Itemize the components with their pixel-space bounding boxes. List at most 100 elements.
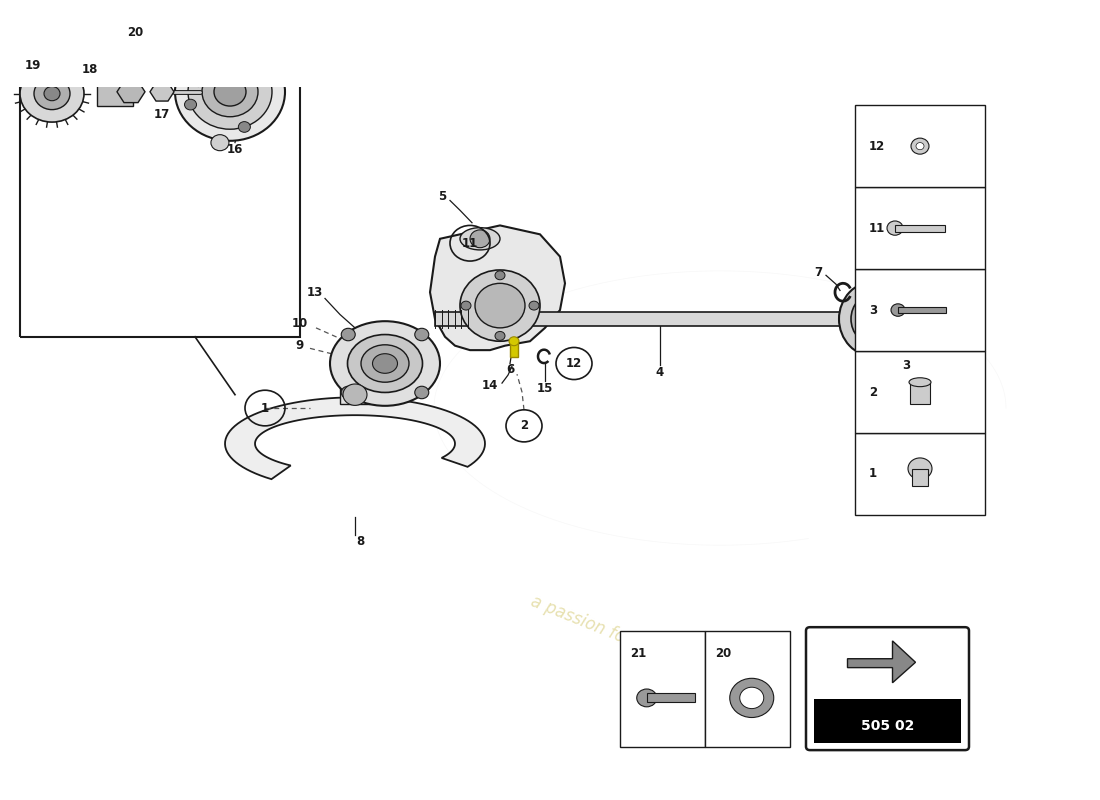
Circle shape — [495, 271, 505, 280]
Circle shape — [214, 78, 246, 106]
Text: 17: 17 — [154, 107, 170, 121]
Text: 21: 21 — [630, 646, 647, 660]
Circle shape — [942, 286, 949, 294]
Circle shape — [475, 283, 525, 328]
Circle shape — [211, 134, 229, 150]
Circle shape — [911, 138, 930, 154]
Circle shape — [185, 99, 197, 110]
Circle shape — [509, 337, 519, 346]
Ellipse shape — [460, 228, 500, 250]
Text: 19: 19 — [25, 58, 41, 71]
Text: 12: 12 — [869, 140, 886, 153]
Text: 18: 18 — [81, 63, 98, 76]
Circle shape — [965, 315, 974, 322]
Text: 13: 13 — [307, 286, 323, 298]
Circle shape — [903, 298, 912, 305]
Circle shape — [415, 386, 429, 398]
Text: 2: 2 — [869, 386, 877, 398]
Ellipse shape — [851, 293, 899, 345]
Bar — [895, 225, 945, 232]
Text: 3: 3 — [869, 303, 877, 317]
Circle shape — [20, 65, 84, 122]
Bar — [20, 0, 300, 337]
Polygon shape — [117, 81, 145, 102]
Circle shape — [637, 689, 657, 707]
Ellipse shape — [373, 354, 397, 374]
Bar — [434, 312, 855, 326]
Circle shape — [341, 328, 355, 341]
Text: 12: 12 — [565, 357, 582, 370]
Circle shape — [34, 78, 70, 110]
Circle shape — [207, 53, 218, 63]
Circle shape — [250, 39, 268, 55]
Bar — [510, 342, 518, 358]
Circle shape — [166, 66, 185, 82]
Bar — [340, 386, 370, 403]
Polygon shape — [847, 641, 915, 682]
Circle shape — [202, 67, 258, 117]
Bar — [705, 630, 790, 746]
Circle shape — [893, 282, 977, 356]
Circle shape — [470, 230, 490, 248]
Polygon shape — [226, 398, 485, 479]
Text: 6: 6 — [506, 363, 514, 376]
Text: 7: 7 — [814, 266, 822, 279]
Circle shape — [343, 384, 367, 406]
Text: 20: 20 — [715, 646, 732, 660]
Bar — [647, 694, 695, 702]
Text: 1: 1 — [261, 402, 270, 414]
Ellipse shape — [861, 304, 889, 334]
Circle shape — [916, 142, 924, 150]
Text: 1: 1 — [869, 467, 877, 481]
Circle shape — [729, 678, 773, 718]
Text: 16: 16 — [227, 143, 243, 156]
Text: 10: 10 — [292, 317, 308, 330]
Circle shape — [460, 270, 540, 342]
Bar — [855, 105, 984, 187]
Text: 4: 4 — [656, 366, 664, 379]
Ellipse shape — [330, 321, 440, 406]
Circle shape — [891, 304, 905, 316]
Text: 3: 3 — [902, 358, 910, 372]
Text: 14: 14 — [482, 379, 498, 392]
Circle shape — [495, 331, 505, 340]
Ellipse shape — [839, 281, 911, 357]
Ellipse shape — [361, 345, 409, 382]
Circle shape — [239, 122, 251, 132]
Text: a passion for parts since 19: a passion for parts since 19 — [528, 592, 748, 694]
Text: 9: 9 — [296, 339, 304, 352]
Text: 15: 15 — [537, 382, 553, 395]
Circle shape — [908, 294, 962, 344]
Bar — [855, 269, 984, 351]
Text: 11: 11 — [869, 222, 886, 234]
Bar — [855, 187, 984, 269]
Circle shape — [44, 86, 60, 101]
Ellipse shape — [909, 378, 931, 386]
Text: 20: 20 — [126, 26, 143, 38]
Text: 2: 2 — [520, 419, 528, 432]
Bar — [912, 469, 928, 486]
Bar — [893, 313, 911, 325]
Circle shape — [175, 43, 285, 141]
Circle shape — [461, 301, 471, 310]
Text: 5: 5 — [438, 190, 447, 202]
Bar — [814, 699, 961, 743]
Bar — [855, 351, 984, 433]
Circle shape — [887, 221, 903, 235]
Circle shape — [903, 334, 912, 340]
Bar — [855, 433, 984, 515]
Bar — [898, 307, 946, 313]
Circle shape — [341, 386, 355, 398]
Text: 505 02: 505 02 — [861, 718, 914, 733]
Circle shape — [529, 301, 539, 310]
Polygon shape — [150, 82, 174, 101]
Ellipse shape — [348, 334, 422, 393]
FancyBboxPatch shape — [806, 627, 969, 750]
Circle shape — [188, 54, 272, 130]
Circle shape — [415, 328, 429, 341]
Text: 8: 8 — [356, 535, 364, 548]
Circle shape — [942, 344, 949, 351]
Text: 11: 11 — [462, 237, 478, 250]
Circle shape — [908, 458, 932, 479]
Circle shape — [261, 68, 273, 78]
